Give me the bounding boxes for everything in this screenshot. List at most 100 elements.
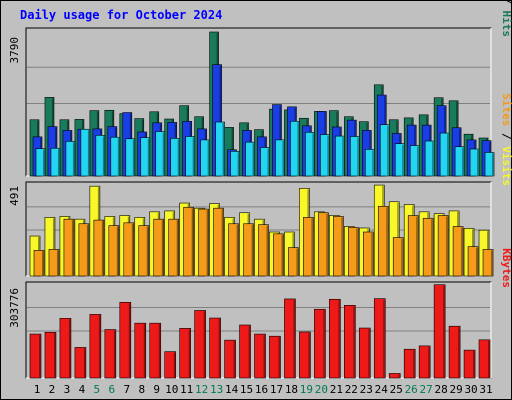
bar-kbytes-day-5 <box>89 314 102 379</box>
bar-kbytes-day-17 <box>269 335 281 379</box>
bar-pages-day-11 <box>185 136 195 177</box>
day-label-21: 21 <box>330 383 343 396</box>
chart-title: Daily usage for October 2024 <box>20 8 222 22</box>
bar-kbytes-day-23 <box>358 327 371 379</box>
bar-sites-day-9 <box>153 218 165 277</box>
day-label-4: 4 <box>79 383 86 396</box>
side-legend-visits-sites: Sites / Visits <box>500 93 512 186</box>
day-label-20: 20 <box>315 383 328 396</box>
bar-pages-day-17 <box>275 139 285 177</box>
bar-kbytes-day-7 <box>119 301 132 379</box>
bar-pages-day-23 <box>364 149 375 177</box>
bar-sites-day-26 <box>407 215 419 277</box>
side-legend-hits-files-pages: Pages / Files / Hits <box>500 0 512 37</box>
bar-pages-day-16 <box>260 147 270 177</box>
bar-sites-day-1 <box>33 250 45 277</box>
bar-pages-day-24 <box>379 124 390 177</box>
day-label-1: 1 <box>34 383 41 396</box>
day-label-24: 24 <box>375 383 389 396</box>
bar-pages-day-18 <box>290 120 300 177</box>
panel-visits-sites: 491 Sites / Visits <box>8 93 512 277</box>
day-label-14: 14 <box>225 383 239 396</box>
bar-kbytes-day-13 <box>209 317 221 379</box>
bar-kbytes-day-26 <box>403 348 416 379</box>
day-label-2: 2 <box>49 383 56 396</box>
bar-pages-day-29 <box>454 146 465 177</box>
bar-pages-day-9 <box>155 131 166 177</box>
bar-pages-day-14 <box>230 151 240 177</box>
bar-sites-day-16 <box>258 224 269 277</box>
bar-sites-day-6 <box>108 225 120 277</box>
day-label-3: 3 <box>64 383 71 396</box>
bar-kbytes-day-22 <box>344 305 356 379</box>
day-label-17: 17 <box>270 383 283 396</box>
bar-sites-day-18 <box>288 247 299 277</box>
day-label-10: 10 <box>165 383 178 396</box>
legend-sites: Sites <box>500 93 512 126</box>
bar-kbytes-day-9 <box>149 322 162 379</box>
bar-pages-day-6 <box>110 136 121 177</box>
side-legend-kbytes: KBytes <box>500 248 512 288</box>
panel-hits-files-pages: 3790 Pages / Files / Hits <box>8 0 512 177</box>
bar-sites-day-15 <box>243 223 254 277</box>
max-label-hits-files-pages: 3790 <box>8 37 21 64</box>
bar-sites-day-25 <box>392 237 404 277</box>
bar-kbytes-day-28 <box>433 284 446 379</box>
bar-sites-day-12 <box>198 208 209 277</box>
bar-kbytes-day-24 <box>373 298 386 379</box>
day-label-11: 11 <box>180 383 193 396</box>
bar-sites-day-24 <box>377 206 389 277</box>
bar-kbytes-day-25 <box>388 373 401 379</box>
bar-sites-day-27 <box>422 217 434 277</box>
bar-sites-day-30 <box>467 246 479 277</box>
day-label-23: 23 <box>360 383 373 396</box>
day-label-30: 30 <box>464 383 477 396</box>
bar-sites-day-31 <box>482 249 494 277</box>
bar-kbytes-day-15 <box>239 324 251 379</box>
bar-pages-day-7 <box>125 138 136 177</box>
bar-pages-day-8 <box>140 137 151 177</box>
day-label-19: 19 <box>300 383 313 396</box>
bar-kbytes-day-2 <box>44 331 57 379</box>
bar-pages-day-1 <box>35 148 46 177</box>
bar-kbytes-day-4 <box>74 347 87 379</box>
bar-kbytes-day-18 <box>284 298 296 379</box>
bar-kbytes-day-14 <box>224 339 236 379</box>
bar-sites-day-4 <box>78 223 90 277</box>
day-label-9: 9 <box>153 383 160 396</box>
bar-pages-day-10 <box>170 138 181 177</box>
day-label-6: 6 <box>109 383 116 396</box>
bar-sites-day-23 <box>362 231 374 277</box>
bar-pages-day-2 <box>50 147 61 177</box>
bar-pages-day-12 <box>200 139 210 177</box>
bar-sites-day-10 <box>168 218 180 277</box>
bar-pages-day-27 <box>424 140 435 177</box>
bar-sites-day-20 <box>318 212 329 277</box>
bar-pages-day-13 <box>215 121 225 177</box>
bar-pages-day-5 <box>95 135 106 177</box>
max-label-visits-sites: 491 <box>8 186 21 206</box>
legend-hits: Hits <box>500 11 512 38</box>
bar-kbytes-day-21 <box>329 298 341 379</box>
bar-kbytes-day-3 <box>59 318 72 379</box>
day-label-25: 25 <box>390 383 403 396</box>
bar-sites-day-29 <box>452 226 464 277</box>
bar-kbytes-day-11 <box>179 328 191 379</box>
day-label-18: 18 <box>285 383 298 396</box>
bar-kbytes-day-16 <box>254 333 266 379</box>
bar-sites-day-19 <box>303 217 314 277</box>
bar-kbytes-day-10 <box>164 351 177 379</box>
legend-kbytes: KBytes <box>500 248 512 288</box>
day-label-26: 26 <box>405 383 418 396</box>
legend-visits: Visits <box>500 146 512 186</box>
bar-pages-day-25 <box>394 143 405 177</box>
bar-sites-day-14 <box>228 223 239 277</box>
bar-pages-day-19 <box>305 132 315 177</box>
bar-pages-day-22 <box>350 136 360 177</box>
bar-sites-day-22 <box>348 227 359 277</box>
bar-pages-day-20 <box>320 134 330 177</box>
day-label-13: 13 <box>210 383 223 396</box>
bar-sites-day-21 <box>333 216 344 277</box>
bar-sites-day-7 <box>123 222 135 277</box>
